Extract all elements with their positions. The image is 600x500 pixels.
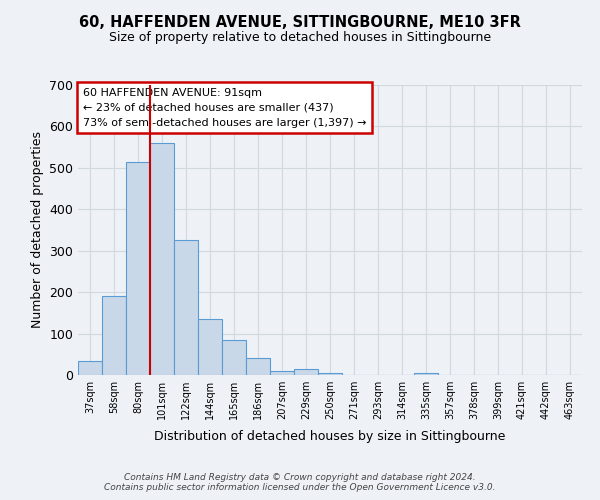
X-axis label: Distribution of detached houses by size in Sittingbourne: Distribution of detached houses by size …: [154, 430, 506, 444]
Bar: [102, 296, 126, 375]
Bar: [246, 358, 270, 375]
Text: 60 HAFFENDEN AVENUE: 91sqm
← 23% of detached houses are smaller (437)
73% of sem: 60 HAFFENDEN AVENUE: 91sqm ← 23% of deta…: [83, 88, 367, 128]
Bar: [198, 319, 222, 375]
Text: 60, HAFFENDEN AVENUE, SITTINGBOURNE, ME10 3FR: 60, HAFFENDEN AVENUE, SITTINGBOURNE, ME1…: [79, 15, 521, 30]
Text: Contains HM Land Registry data © Crown copyright and database right 2024.
Contai: Contains HM Land Registry data © Crown c…: [104, 473, 496, 492]
Text: Size of property relative to detached houses in Sittingbourne: Size of property relative to detached ho…: [109, 31, 491, 44]
Bar: [126, 162, 150, 375]
Bar: [78, 360, 102, 375]
Bar: [222, 340, 246, 375]
Bar: [150, 143, 174, 375]
Bar: [174, 240, 198, 375]
Bar: [294, 369, 318, 375]
Bar: [270, 371, 294, 375]
Bar: [414, 373, 438, 375]
Bar: [318, 373, 342, 375]
Y-axis label: Number of detached properties: Number of detached properties: [31, 132, 44, 328]
